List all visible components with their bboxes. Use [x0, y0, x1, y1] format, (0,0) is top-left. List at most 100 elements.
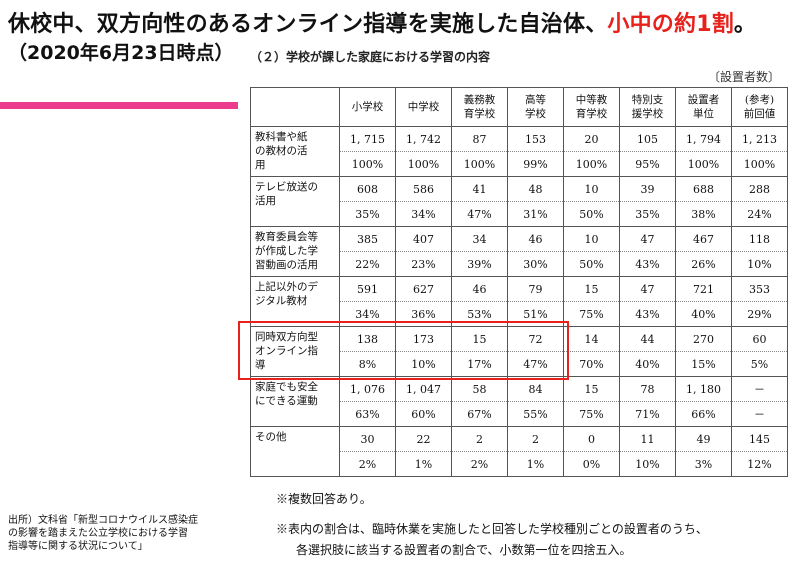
count-cell: 2 [451, 426, 508, 452]
count-cell: 46 [507, 226, 564, 252]
percent-cell: 3% [675, 451, 732, 477]
percent-cell: 75% [563, 401, 620, 427]
column-header: 高等 学校 [507, 87, 564, 127]
count-cell: － [731, 376, 788, 402]
count-cell: 105 [619, 126, 676, 152]
row-label: その他 [250, 426, 340, 477]
percent-cell: 100% [395, 151, 452, 177]
table-row-count: 上記以外のデ ジタル教材 591 627 46 79 15 47 721 353 [250, 276, 788, 327]
percent-cell: 50% [563, 251, 620, 277]
percent-cell: 100% [675, 151, 732, 177]
date-label: （2020年6月23日時点） [8, 42, 234, 64]
percent-cell: 12% [731, 451, 788, 477]
percent-cell: 30% [507, 251, 564, 277]
page-title: 休校中、双方向性のあるオンライン指導を実施した自治体、小中の約1割。 [8, 6, 756, 38]
count-cell: 72 [507, 326, 564, 352]
table-row-count: その他 30 22 2 2 0 11 49 145 [250, 426, 788, 477]
count-cell: 353 [731, 276, 788, 302]
column-header: 小学校 [339, 87, 396, 127]
percent-cell: 50% [563, 201, 620, 227]
table-row-percent: 35% 34% 47% 31% 50% 35% 38% 24% [251, 201, 788, 227]
percent-cell: 22% [339, 251, 396, 277]
percent-cell: 100% [731, 151, 788, 177]
percent-cell: 29% [731, 301, 788, 327]
percent-cell: 43% [619, 301, 676, 327]
column-header: 義務教 育学校 [451, 87, 508, 127]
column-header: 中学校 [395, 87, 452, 127]
count-cell: 2 [507, 426, 564, 452]
column-header: (参考) 前回値 [731, 87, 788, 127]
count-cell: 270 [675, 326, 732, 352]
note-multiple-answers: ※複数回答あり。 [276, 492, 372, 506]
count-cell: 58 [451, 376, 508, 402]
percent-cell: 63% [339, 401, 396, 427]
percent-cell: 8% [339, 351, 396, 377]
row-label: テレビ放送の 活用 [250, 176, 340, 227]
percent-cell: 71% [619, 401, 676, 427]
percent-cell: 35% [619, 201, 676, 227]
percent-cell: 55% [507, 401, 564, 427]
data-table: 小学校 中学校 義務教 育学校 高等 学校 中等教 育学校 特別支 援学校 設置者 単位 (参考) 前回値… [250, 87, 788, 477]
percent-cell: 99% [507, 151, 564, 177]
header-row: 小学校 中学校 義務教 育学校 高等 学校 中等教 育学校 特別支 援学校 設置者 単位 (参考) 前回値 [250, 87, 788, 127]
percent-cell: 100% [451, 151, 508, 177]
percent-cell: 47% [507, 351, 564, 377]
count-cell: 47 [619, 226, 676, 252]
count-cell: 22 [395, 426, 452, 452]
unit-label: 〔設置者数〕 [708, 70, 781, 84]
note-percentage-line2: 各選択肢に該当する設置者の割合で、小数第一位を四捨五入。 [296, 543, 632, 557]
count-cell: 20 [563, 126, 620, 152]
percent-cell: 10% [731, 251, 788, 277]
percent-cell: 2% [339, 451, 396, 477]
count-cell: 1, 213 [731, 126, 788, 152]
count-cell: 385 [339, 226, 396, 252]
count-cell: 14 [563, 326, 620, 352]
count-cell: 15 [451, 326, 508, 352]
column-header: 特別支 援学校 [619, 87, 676, 127]
percent-cell: 67% [451, 401, 508, 427]
row-label: 上記以外のデ ジタル教材 [250, 276, 340, 327]
title-highlight: 小中の約1割 [607, 12, 734, 37]
percent-cell: 100% [339, 151, 396, 177]
column-header: 設置者 単位 [675, 87, 732, 127]
count-cell: 288 [731, 176, 788, 202]
percent-cell: 40% [675, 301, 732, 327]
table-row-percent: 2% 1% 2% 1% 0% 10% 3% 12% [251, 451, 788, 477]
count-cell: 30 [339, 426, 396, 452]
table-row-count: 同時双方向型 オンライン指導 138 173 15 72 14 44 270 60 [250, 326, 788, 377]
count-cell: 586 [395, 176, 452, 202]
percent-cell: 75% [563, 301, 620, 327]
percent-cell: 10% [395, 351, 452, 377]
percent-cell: 0% [563, 451, 620, 477]
count-cell: 591 [339, 276, 396, 302]
count-cell: 49 [675, 426, 732, 452]
count-cell: 153 [507, 126, 564, 152]
table-row-count: テレビ放送の 活用 608 586 41 48 10 39 688 288 [250, 176, 788, 227]
percent-cell: 24% [731, 201, 788, 227]
count-cell: 721 [675, 276, 732, 302]
note-percentage-line1: ※表内の割合は、臨時休業を実施したと回答した学校種別ごとの設置者のうち、 [276, 522, 708, 536]
count-cell: 47 [619, 276, 676, 302]
count-cell: 138 [339, 326, 396, 352]
percent-cell: 23% [395, 251, 452, 277]
percent-cell: 60% [395, 401, 452, 427]
count-cell: 688 [675, 176, 732, 202]
percent-cell: 31% [507, 201, 564, 227]
percent-cell: 66% [675, 401, 732, 427]
count-cell: 15 [563, 276, 620, 302]
count-cell: 118 [731, 226, 788, 252]
count-cell: 1, 047 [395, 376, 452, 402]
percent-cell: 15% [675, 351, 732, 377]
percent-cell: 100% [563, 151, 620, 177]
percent-cell: 5% [731, 351, 788, 377]
table-row-percent: 63% 60% 67% 55% 75% 71% 66% － [251, 401, 788, 427]
table-subtitle: （２）学校が課した家庭における学習の内容 [250, 50, 491, 64]
count-cell: 48 [507, 176, 564, 202]
source-citation: 出所）文科省「新型コロナウイルス感染症 の影響を踏まえた公立学校における学習 指導等… [8, 515, 198, 552]
title-main: 休校中、双方向性のあるオンライン指導を実施した自治体、 [8, 12, 608, 37]
percent-cell: 1% [395, 451, 452, 477]
percent-cell: 39% [451, 251, 508, 277]
count-cell: 41 [451, 176, 508, 202]
count-cell: 79 [507, 276, 564, 302]
highlight-box [238, 321, 569, 380]
